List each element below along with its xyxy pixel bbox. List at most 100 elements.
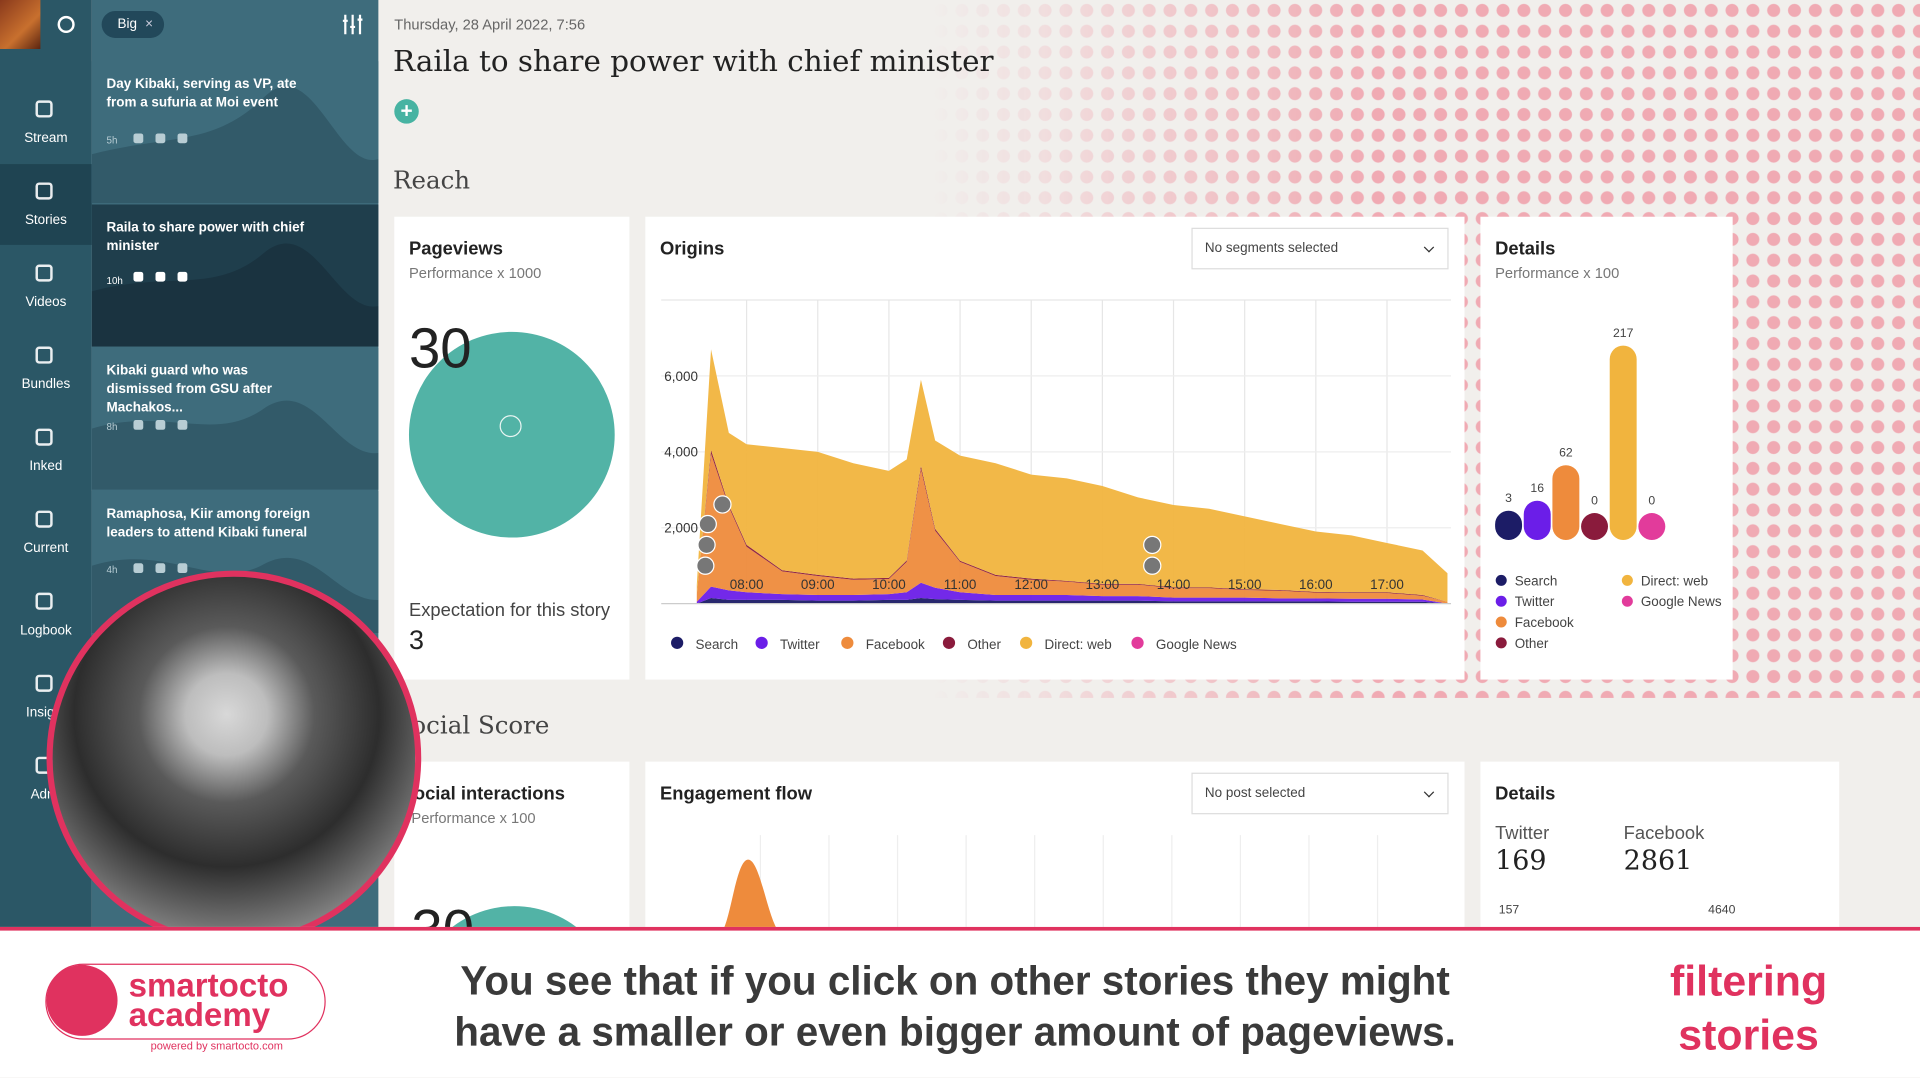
- avatar[interactable]: [0, 0, 41, 49]
- pageviews-value: 30: [408, 315, 472, 380]
- share-icon: [133, 420, 144, 430]
- post-dropdown[interactable]: No post selected: [1191, 772, 1449, 815]
- nav-label: Inked: [29, 459, 63, 474]
- share-icon: [155, 271, 166, 282]
- legend-label: Direct: web: [1044, 637, 1111, 652]
- pageviews-card: Pageviews Performance x 1000 30 Expectat…: [394, 216, 630, 680]
- nav-item[interactable]: Current: [0, 492, 92, 573]
- y-tick-label: 2,000: [664, 521, 698, 536]
- y-tick-label: 6,000: [664, 369, 698, 384]
- story-item[interactable]: Kibaki guard who was dismissed from GSU …: [91, 347, 379, 490]
- story-sparkline: [91, 243, 379, 347]
- nav-item[interactable]: Videos: [0, 246, 92, 327]
- engagement-area: [721, 859, 780, 934]
- facebook-sub-value: 4640: [1708, 903, 1736, 918]
- share-icon: [177, 271, 188, 282]
- expectation-value: 3: [408, 624, 424, 656]
- event-marker: [696, 556, 715, 575]
- bar: [1552, 465, 1580, 540]
- card-title: Engagement flow: [660, 783, 813, 805]
- value-label: 0: [1591, 493, 1598, 507]
- story-age: 8h: [106, 421, 118, 433]
- story-item[interactable]: Day Kibaki, serving as VP, ate from a su…: [91, 61, 379, 204]
- segment-dropdown[interactable]: No segments selected: [1191, 227, 1449, 270]
- social-details-card: Details Twitter 169 Facebook 2861 157 46…: [1480, 761, 1840, 934]
- close-icon[interactable]: ×: [145, 17, 153, 32]
- area: [696, 582, 1448, 604]
- area: [696, 453, 1448, 604]
- icon-sidebar: Stream Stories Videos Bundles Inked Current Lo…: [0, 0, 92, 929]
- nav-item[interactable]: Inked: [0, 410, 92, 491]
- share-icon: [177, 133, 188, 144]
- date: Thursday, 28 April 2022, 7:56: [394, 15, 586, 34]
- nav-label: Videos: [25, 295, 67, 310]
- nav-item[interactable]: Stream: [0, 82, 92, 163]
- share-icon: [177, 420, 188, 430]
- event-marker: [713, 495, 732, 514]
- legend-label: Facebook: [866, 637, 925, 652]
- x-tick-label: 16:00: [1299, 577, 1333, 592]
- legend-swatch: [1495, 637, 1507, 649]
- filter-chip[interactable]: Big ×: [101, 11, 164, 38]
- details-card: Details Performance x 100: [1480, 216, 1733, 680]
- engagement-card: Engagement flow No post selected: [645, 761, 1465, 934]
- x-tick-label: 12:00: [1014, 577, 1048, 592]
- event-marker: [698, 514, 717, 534]
- legend-label: Twitter: [1515, 594, 1555, 609]
- section-heading: Reach: [393, 165, 471, 195]
- legend-swatch: [1495, 616, 1507, 628]
- circle-ring: [499, 415, 522, 438]
- nav-icon: [35, 510, 53, 528]
- brand-logo: smartocto academy: [45, 963, 326, 1040]
- share-icon: [133, 563, 144, 574]
- story-title: Ramaphosa, Kiir among foreign leaders to…: [106, 506, 311, 540]
- add-button[interactable]: +: [394, 99, 419, 124]
- card-title: Details: [1495, 783, 1556, 805]
- nav-label: Current: [23, 541, 69, 556]
- filter-label: Big: [117, 17, 138, 32]
- bar: [1638, 513, 1666, 540]
- legend-swatch: [1131, 636, 1144, 649]
- legend-label: Facebook: [1515, 615, 1574, 630]
- legend-label: Google News: [1156, 637, 1237, 652]
- legend-label: Google News: [1641, 594, 1722, 609]
- legend-label: Search: [696, 637, 739, 652]
- card-title: Origins: [660, 238, 725, 260]
- story-item[interactable]: Raila to share power with chief minister…: [91, 204, 379, 347]
- caption: You see that if you click on other stori…: [367, 955, 1543, 1058]
- logo-mark: [46, 964, 118, 1036]
- topic: filtering stories: [1616, 955, 1880, 1063]
- legend-swatch: [755, 636, 768, 649]
- nav-item[interactable]: Logbook: [0, 574, 92, 655]
- pageviews-circle[interactable]: [408, 331, 615, 538]
- value-label: 3: [1505, 491, 1512, 505]
- value-label: 217: [1613, 326, 1634, 340]
- x-tick-label: 11:00: [944, 577, 977, 592]
- filter-settings-icon[interactable]: [342, 13, 364, 35]
- x-tick-label: 08:00: [730, 577, 764, 592]
- value-label: 0: [1648, 493, 1655, 507]
- section-heading: ocial Score: [411, 710, 550, 740]
- legend-label: Direct: web: [1641, 573, 1708, 588]
- bar: [1609, 345, 1637, 540]
- share-icon: [133, 133, 144, 144]
- settings-icon[interactable]: [57, 15, 75, 34]
- nav-label: Stories: [24, 213, 67, 228]
- nav-item[interactable]: Bundles: [0, 328, 92, 409]
- nav-icon: [35, 346, 53, 364]
- nav-icon: [35, 182, 53, 200]
- story-title: Raila to share power with chief minister: [393, 44, 994, 79]
- nav-item[interactable]: Stories: [0, 164, 92, 245]
- legend-label: Twitter: [780, 637, 820, 652]
- story-sparkline: [91, 86, 379, 204]
- share-icon: [177, 563, 188, 574]
- card-title: Pageviews: [408, 238, 503, 260]
- nav-label: Stream: [24, 131, 68, 146]
- legend-label: Other: [967, 637, 1001, 652]
- x-tick-label: 10:00: [872, 577, 906, 592]
- story-title: Kibaki guard who was dismissed from GSU …: [106, 363, 272, 416]
- twitter-label: Twitter: [1495, 822, 1550, 844]
